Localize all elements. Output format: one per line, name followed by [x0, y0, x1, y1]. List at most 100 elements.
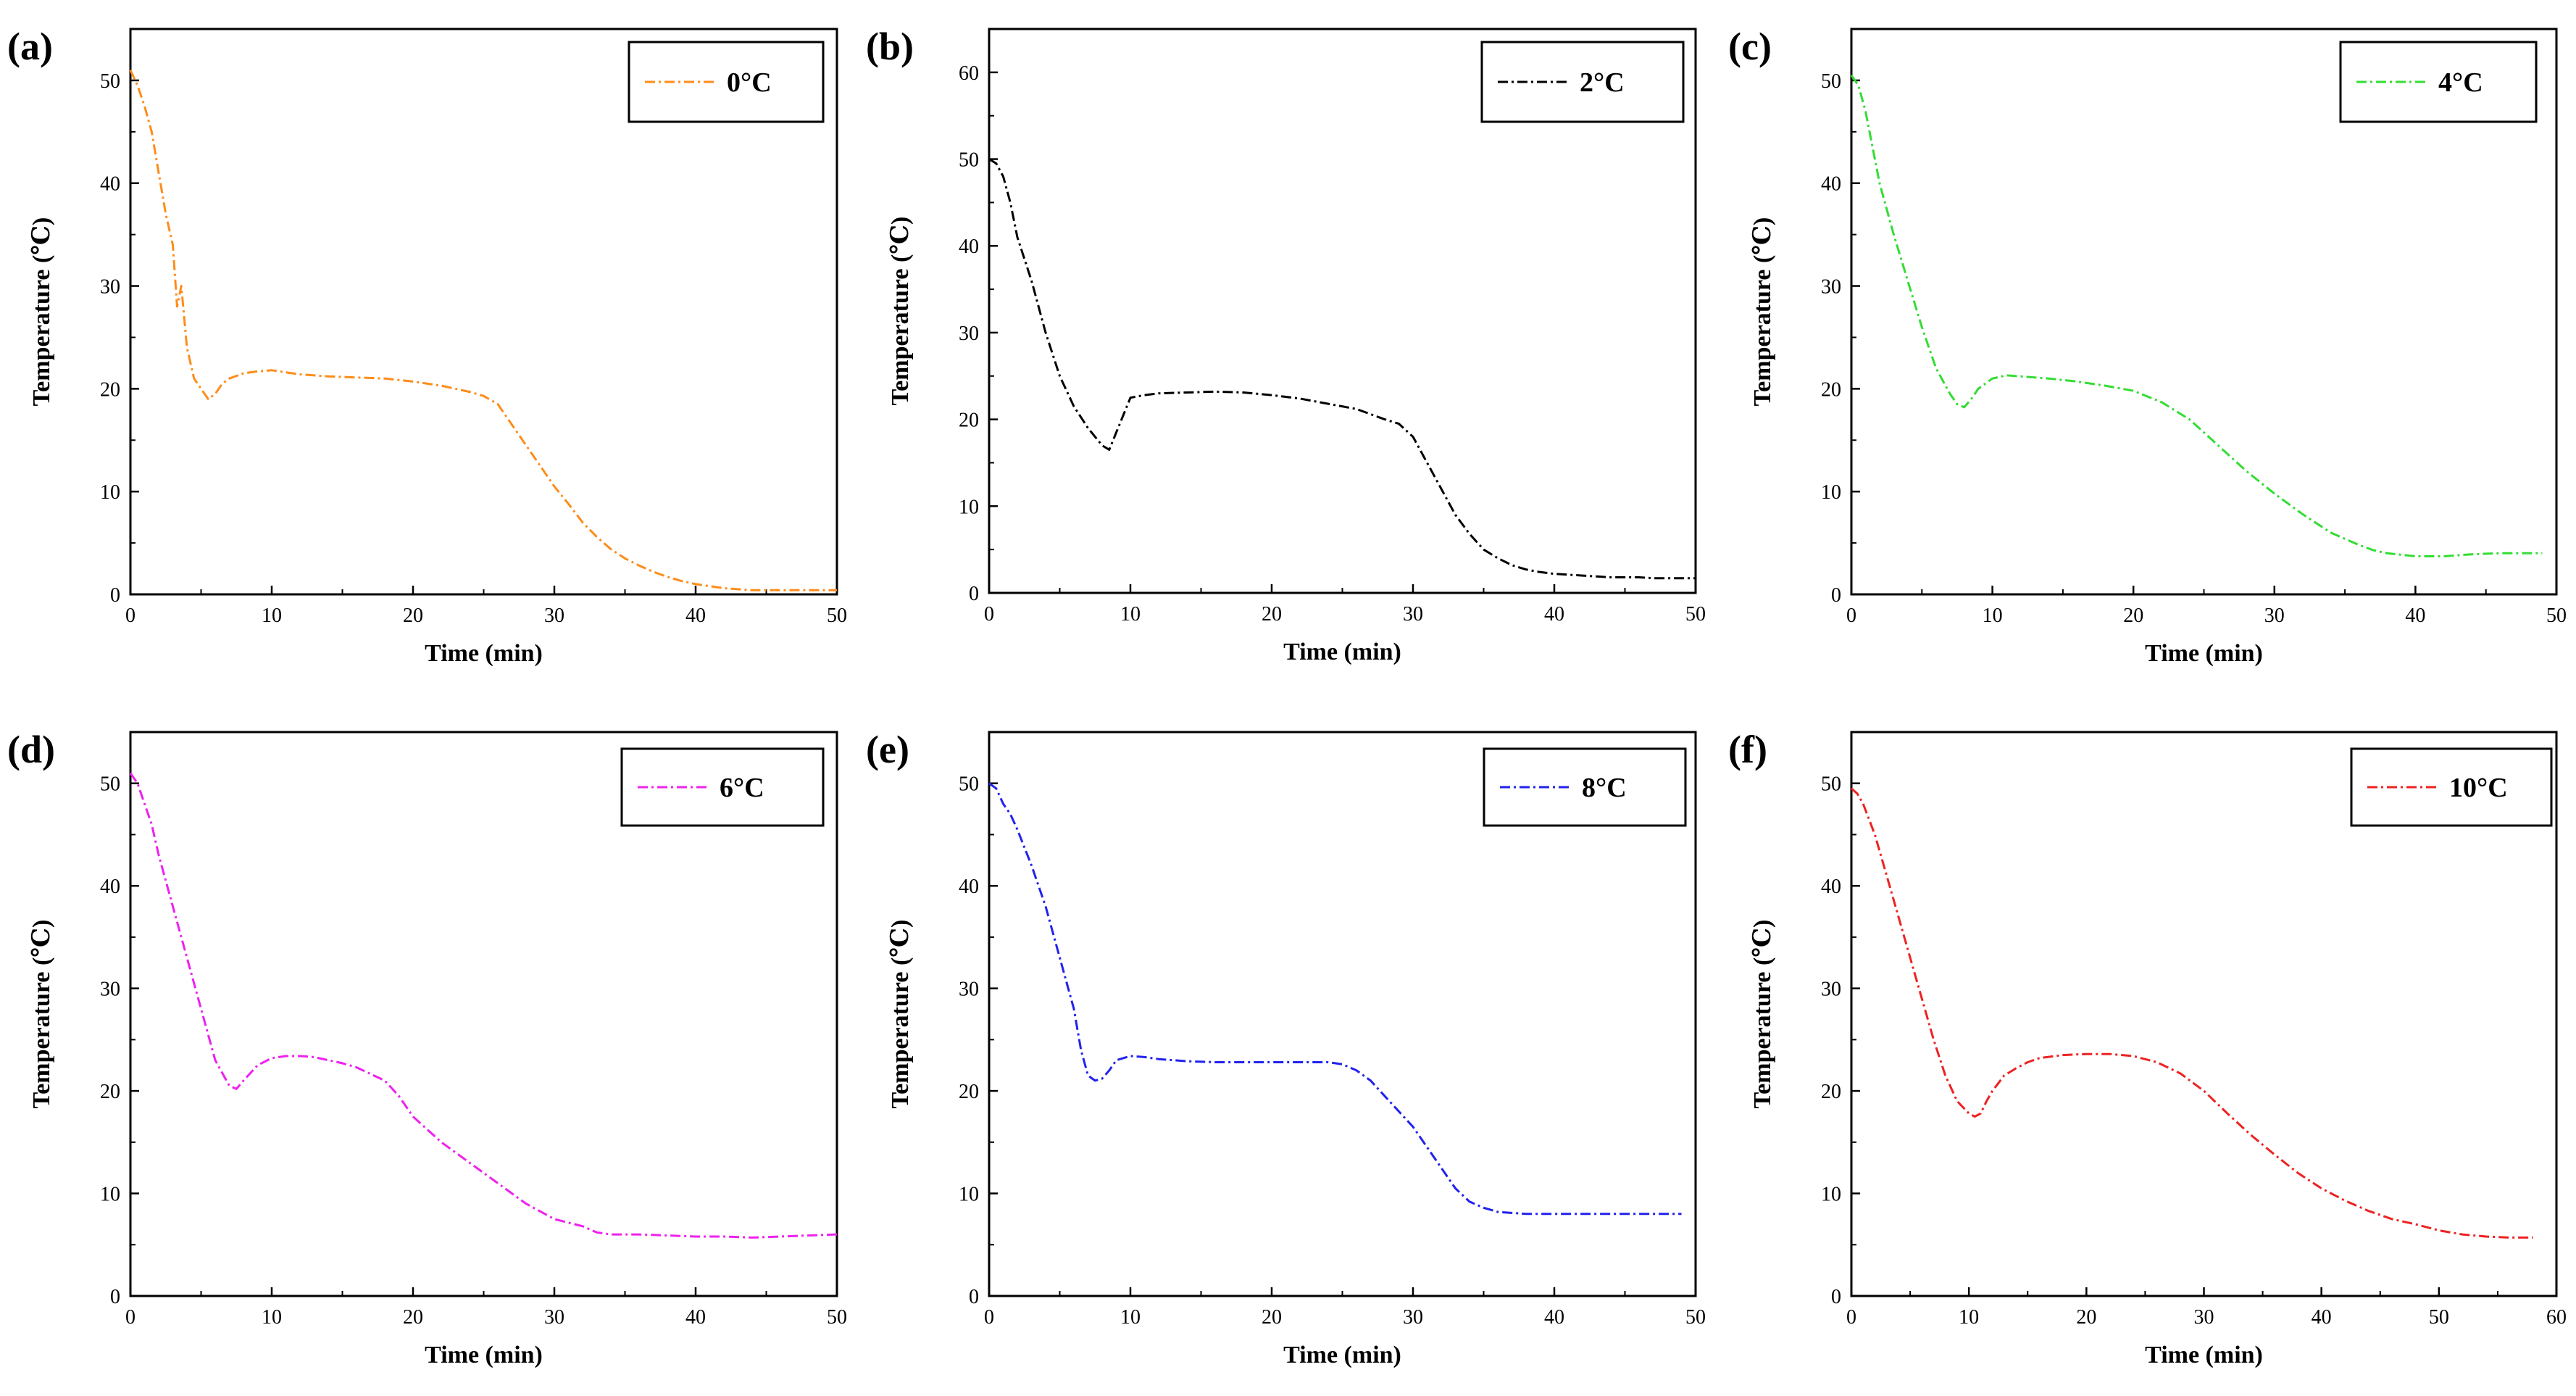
y-tick-label: 0 [110, 584, 120, 607]
y-tick-label: 10 [959, 496, 979, 518]
x-tick-label: 0 [984, 1306, 994, 1329]
y-axis-title: Temperature (℃) [1749, 920, 1776, 1109]
x-axis-title: Time (min) [1283, 639, 1401, 665]
y-tick-label: 20 [100, 378, 120, 401]
legend-box [1483, 747, 1687, 827]
x-tick-label: 40 [2405, 604, 2425, 627]
series-line [129, 772, 838, 1239]
x-tick-label: 50 [1685, 1306, 1706, 1329]
x-tick-label: 50 [1685, 603, 1706, 626]
y-tick-label: 40 [100, 173, 120, 196]
y-tick-label: 40 [1821, 173, 1841, 196]
x-tick-label: 20 [403, 604, 423, 627]
y-tick-label: 20 [1821, 1081, 1841, 1103]
series-line [988, 158, 1696, 580]
x-tick-label: 50 [827, 1306, 847, 1329]
series-line [1851, 787, 2533, 1239]
x-tick-label: 20 [2076, 1306, 2096, 1329]
series-line [988, 782, 1682, 1216]
y-tick-label: 20 [1821, 378, 1841, 401]
y-tick-label: 50 [1821, 70, 1841, 93]
x-tick-label: 0 [1846, 604, 1856, 627]
y-tick-label: 30 [100, 979, 120, 1001]
x-tick-label: 10 [1120, 1306, 1141, 1329]
x-tick-label: 60 [2546, 1306, 2567, 1329]
y-tick-label: 0 [1831, 1286, 1841, 1308]
legend-box [620, 747, 825, 827]
x-tick-label: 30 [544, 1306, 564, 1329]
x-tick-label: 30 [1403, 1306, 1423, 1329]
x-tick-label: 40 [685, 1306, 706, 1329]
x-tick-label: 30 [2264, 604, 2285, 627]
y-tick-label: 40 [959, 236, 979, 258]
y-tick-label: 30 [1821, 276, 1841, 299]
chart-panel-2: (b) 0 10 20 30 40 50 0 10 20 30 40 50 60 Time (min) Tem… [866, 25, 1706, 665]
y-tick-label: 10 [1821, 1184, 1841, 1206]
x-tick-label: 20 [1262, 1306, 1282, 1329]
x-tick-label: 0 [125, 604, 136, 627]
x-tick-label: 10 [262, 604, 282, 627]
y-tick-label: 20 [959, 410, 979, 432]
y-axis-title: Temperature (℃) [887, 217, 914, 406]
x-tick-label: 30 [2194, 1306, 2214, 1329]
y-axis-title: Temperature (℃) [28, 217, 55, 407]
panel-label: (c) [1728, 25, 1772, 68]
panel-label: (f) [1728, 728, 1767, 771]
x-tick-label: 40 [685, 604, 706, 627]
panel-label: (b) [866, 25, 914, 68]
y-tick-label: 50 [959, 773, 979, 796]
x-tick-label: 50 [2429, 1306, 2449, 1329]
y-tick-label: 20 [100, 1081, 120, 1103]
panel-label: (a) [7, 25, 53, 68]
panel-label: (d) [7, 728, 55, 771]
y-tick-label: 30 [1821, 979, 1841, 1001]
chart-panel-4: (d) 0 10 20 30 40 50 0 10 20 30 40 50 Time (min) Tempe… [7, 728, 847, 1368]
y-tick-label: 50 [100, 773, 120, 796]
legend-box [1480, 41, 1685, 123]
y-tick-label: 0 [969, 1286, 979, 1308]
x-tick-label: 0 [984, 603, 994, 626]
legend-label: 8°C [1582, 773, 1627, 803]
x-tick-label: 0 [125, 1306, 136, 1329]
y-tick-label: 0 [969, 583, 979, 605]
series-line [1850, 74, 2543, 557]
legend-label: 2°C [1580, 67, 1625, 98]
x-tick-label: 10 [1120, 603, 1141, 626]
y-axis-title: Temperature (℃) [28, 920, 55, 1109]
panel-label: (e) [866, 728, 909, 771]
y-tick-label: 20 [959, 1081, 979, 1103]
legend-box [2339, 41, 2538, 123]
x-axis-title: Time (min) [2145, 1342, 2263, 1368]
y-tick-label: 30 [959, 323, 979, 345]
y-tick-label: 50 [959, 149, 979, 172]
y-tick-label: 10 [100, 481, 120, 504]
x-tick-label: 40 [1544, 1306, 1564, 1329]
x-tick-label: 10 [1983, 604, 2003, 627]
y-tick-label: 40 [100, 876, 120, 898]
x-axis-title: Time (min) [1283, 1342, 1401, 1368]
y-axis-title: Temperature (℃) [1749, 217, 1776, 407]
y-tick-label: 40 [1821, 876, 1841, 898]
x-tick-label: 40 [2312, 1306, 2332, 1329]
legend-box [628, 41, 825, 123]
x-tick-label: 20 [403, 1306, 423, 1329]
chart-panel-5: (e) 0 10 20 30 40 50 0 10 20 30 40 50 Time (min) Tempe… [866, 728, 1706, 1368]
x-tick-label: 30 [544, 604, 564, 627]
chart-panel-3: (c) 0 10 20 30 40 50 0 10 20 30 40 50 Time (min) Tempe… [1728, 25, 2567, 667]
y-tick-label: 30 [100, 276, 120, 299]
x-tick-label: 20 [1262, 603, 1282, 626]
legend-label: 6°C [720, 773, 764, 803]
legend-label: 10°C [2449, 773, 2508, 803]
y-tick-label: 50 [1821, 773, 1841, 796]
y-tick-label: 0 [1831, 584, 1841, 607]
x-tick-label: 50 [827, 604, 847, 627]
x-tick-label: 10 [262, 1306, 282, 1329]
x-tick-label: 0 [1846, 1306, 1856, 1329]
series-line [129, 70, 837, 591]
chart-panel-1: (a) 0 10 20 30 40 50 0 10 20 30 40 50 Time (min) Tempe… [7, 25, 847, 667]
y-tick-label: 10 [100, 1184, 120, 1206]
x-axis-title: Time (min) [425, 1342, 543, 1368]
y-axis-title: Temperature (℃) [887, 920, 914, 1109]
x-tick-label: 40 [1544, 603, 1564, 626]
